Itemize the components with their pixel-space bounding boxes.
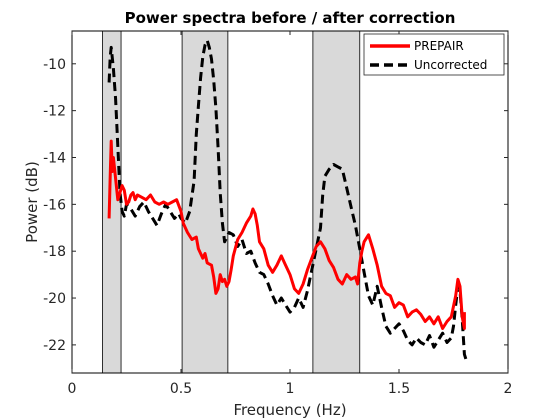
x-tick-label: 0.5 <box>170 381 192 397</box>
legend-box <box>363 33 505 76</box>
x-axis-label: Frequency (Hz) <box>233 401 346 419</box>
x-tick-label: 1 <box>286 381 295 397</box>
series-lines <box>107 38 469 362</box>
x-axis-ticks: 0 0.5 1 1.5 2 <box>68 31 513 397</box>
y-tick-label: -14 <box>43 150 66 166</box>
y-tick-label: -16 <box>43 197 66 213</box>
y-tick-label: -10 <box>43 57 66 73</box>
shaded-band-3 <box>312 30 361 374</box>
chart-title: Power spectra before / after correction <box>125 9 456 27</box>
x-tick-label: 0 <box>68 381 77 397</box>
y-tick-label: -12 <box>43 104 66 120</box>
y-tick-label: -18 <box>43 244 66 260</box>
series-line-prepair <box>107 139 466 330</box>
x-tick-label: 1.5 <box>388 381 410 397</box>
legend-label-uncorrected: Uncorrected <box>414 58 487 72</box>
shaded-band-1 <box>102 30 122 374</box>
y-axis-ticks: -10 -12 -14 -16 -18 -20 -22 <box>43 57 508 354</box>
legend-label-prepair: PREPAIR <box>414 39 464 53</box>
y-axis-label: Power (dB) <box>23 161 41 243</box>
legend: PREPAIR Uncorrected <box>363 33 505 76</box>
y-tick-label: -22 <box>43 338 66 354</box>
y-tick-label: -20 <box>43 291 66 307</box>
series-line-uncorrected <box>107 38 469 362</box>
x-tick-label: 2 <box>504 381 513 397</box>
